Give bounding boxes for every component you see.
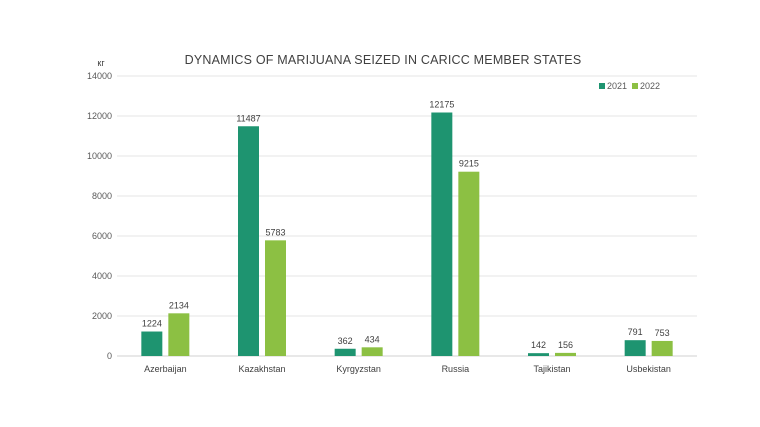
bar-2021-tajikistan <box>528 353 549 356</box>
x-category-label: Kyrgyzstan <box>336 364 381 374</box>
bar-2021-kazakhstan <box>238 126 259 356</box>
x-category-label: Usbekistan <box>626 364 671 374</box>
y-tick-label: 10000 <box>87 151 112 161</box>
data-label-2021-azerbaijan: 1224 <box>142 319 162 329</box>
x-category-label: Kazakhstan <box>238 364 285 374</box>
y-tick-label: 2000 <box>92 311 112 321</box>
bar-2021-usbekistan <box>624 340 646 356</box>
data-label-2022-kyrgyzstan: 434 <box>365 334 380 344</box>
y-tick-label: 8000 <box>92 191 112 201</box>
data-label-2022-kazakhstan: 5783 <box>265 227 285 237</box>
x-axis-categories: Azerbaijan Kazakhstan Kyrgyzstan Russia Taji… <box>144 364 671 374</box>
x-category-label: Azerbaijan <box>144 364 187 374</box>
y-axis-ticks: 0 2000 4000 6000 8000 10000 12000 14000 <box>87 71 112 361</box>
bar-2021-azerbaijan <box>141 331 163 356</box>
y-tick-label: 6000 <box>92 231 112 241</box>
bar-2021-russia <box>431 112 453 356</box>
y-axis-unit-label: кг <box>97 58 105 68</box>
bar-2022-azerbaijan <box>168 313 190 356</box>
data-label-2021-russia: 12175 <box>429 100 454 110</box>
gridlines <box>117 75 697 357</box>
data-label-2021-tajikistan: 142 <box>531 340 546 350</box>
data-label-2021-kyrgyzstan: 362 <box>338 336 353 346</box>
bar-2022-tajikistan <box>555 352 576 356</box>
y-tick-label: 12000 <box>87 111 112 121</box>
y-tick-label: 0 <box>107 351 112 361</box>
bar-2022-kyrgyzstan <box>361 347 383 356</box>
x-category-label: Russia <box>442 364 470 374</box>
data-label-2022-azerbaijan: 2134 <box>169 300 189 310</box>
legend-swatch-2021 <box>599 83 605 89</box>
legend: 2021 2022 <box>599 81 660 91</box>
x-category-label: Tajikistan <box>533 364 570 374</box>
bar-2022-kazakhstan <box>265 240 286 356</box>
y-tick-label: 4000 <box>92 271 112 281</box>
data-label-2022-usbekistan: 753 <box>655 328 670 338</box>
data-label-2021-kazakhstan: 11487 <box>236 113 260 123</box>
bar-2021-kyrgyzstan <box>334 348 356 356</box>
bar-2022-usbekistan <box>651 340 673 356</box>
bar-2022-russia <box>458 171 480 356</box>
data-label-2021-usbekistan: 791 <box>628 327 643 337</box>
data-labels: 1224 2134 11487 5783 362 434 12175 9215 142 156 79… <box>142 100 670 351</box>
legend-label-2021: 2021 <box>607 81 627 91</box>
data-label-2022-tajikistan: 156 <box>558 340 573 350</box>
y-tick-label: 14000 <box>87 71 112 81</box>
chart-title: DYNAMICS OF MARIJUANA SEIZED IN CARICC M… <box>185 53 582 67</box>
data-label-2022-russia: 9215 <box>459 159 479 169</box>
legend-label-2022: 2022 <box>640 81 660 91</box>
legend-swatch-2022 <box>632 83 638 89</box>
bars <box>141 112 673 356</box>
